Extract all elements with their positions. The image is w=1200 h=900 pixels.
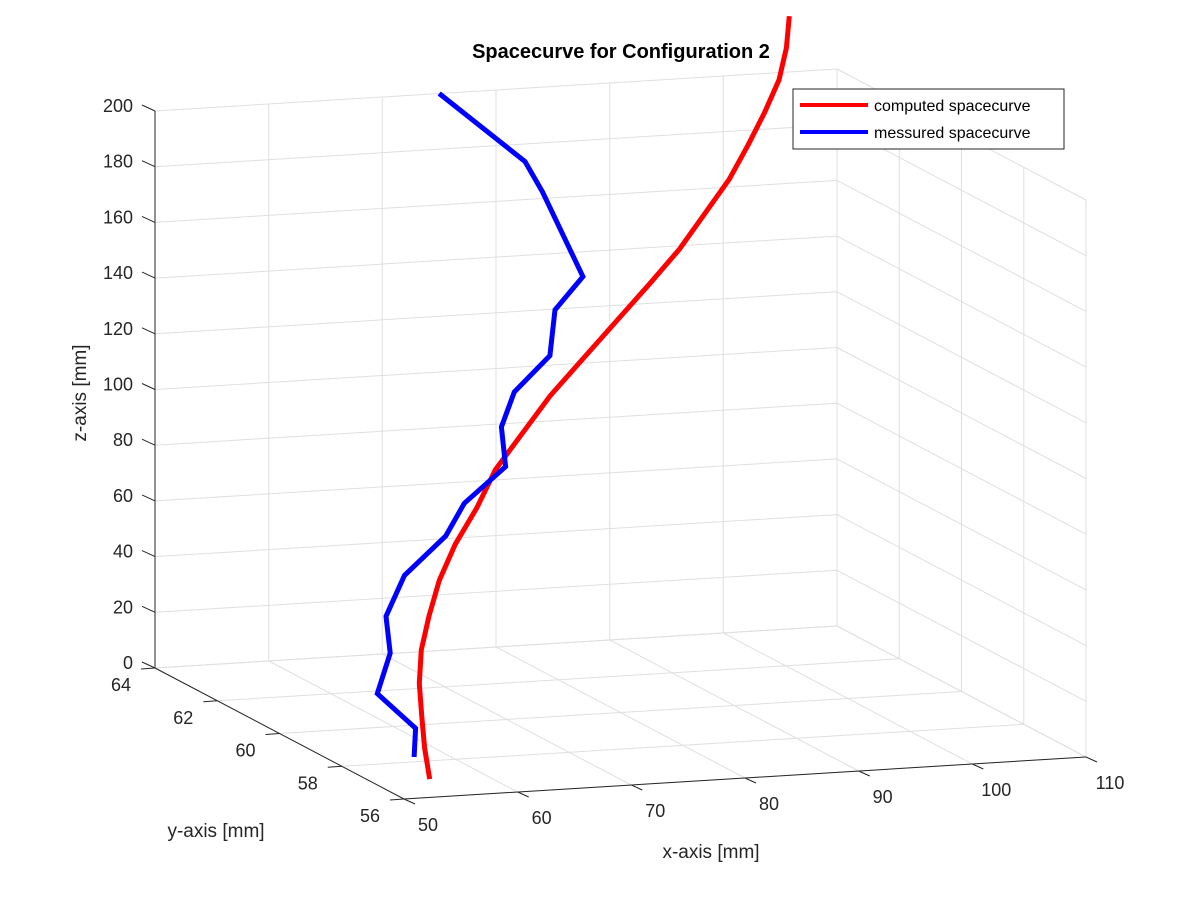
x-tick-mark (744, 777, 757, 784)
y-tick-mark (327, 765, 342, 768)
grid-line-z-side (836, 291, 1087, 424)
x-tick-mark (1085, 756, 1098, 763)
y-tick-mark (265, 733, 280, 735)
x-tick-label: 80 (759, 794, 779, 814)
y-tick-label: 62 (173, 708, 193, 728)
x-tick-mark (631, 784, 643, 791)
z-tick-label: 100 (103, 375, 133, 395)
grid-line-z-side (836, 347, 1087, 479)
legend-label-messured: messured spacecurve (874, 125, 1031, 142)
z-tick-label: 120 (103, 319, 133, 339)
y-tick-label: 60 (235, 741, 255, 761)
grid-line-z-side (836, 179, 1087, 312)
y-tick-label: 58 (298, 773, 318, 793)
legend-label-computed: computed spacecurve (874, 98, 1031, 115)
z-tick-label: 80 (113, 430, 133, 450)
legend-box (792, 88, 1065, 150)
x-tick-mark (972, 763, 984, 770)
grid-line-z-side (836, 402, 1087, 535)
data-series (374, 15, 792, 780)
z-tick-label: 180 (103, 152, 133, 172)
grid-line-y-floor (341, 723, 1024, 767)
y-tick-mark (140, 667, 156, 670)
z-tick-label: 140 (103, 263, 133, 283)
grid-line-z-back (154, 347, 838, 390)
x-tick-label: 70 (645, 801, 665, 821)
z-tick-mark (141, 104, 156, 112)
grid-line-z-back (154, 124, 838, 168)
grid-line-z-side (836, 514, 1087, 647)
grid-line-z-back (154, 625, 838, 669)
x-tick-label: 100 (981, 780, 1011, 800)
grid-line-z-side (836, 235, 1087, 368)
grid-line-y-floor (279, 691, 962, 734)
grid-line-y-floor (217, 658, 900, 702)
computed-spacecurve-line (416, 15, 792, 780)
z-tick-mark (141, 383, 156, 390)
axes (140, 104, 1098, 805)
z-tick-mark (141, 550, 156, 558)
grid-line-z-back (154, 235, 838, 279)
grid-line-z-back (154, 458, 838, 502)
grid-line-z-side (836, 569, 1087, 702)
z-tick-label: 60 (113, 486, 133, 506)
z-tick-label: 40 (113, 542, 133, 562)
x-tick-label: 50 (418, 815, 438, 835)
z-tick-mark (141, 661, 156, 669)
x-tick-label: 110 (1096, 773, 1125, 793)
x-tick-mark (517, 791, 529, 798)
chart-title: Spacecurve for Configuration 2 (472, 41, 770, 63)
z-tick-label: 20 (113, 597, 133, 617)
grid-line-z-back (154, 68, 838, 112)
legend: computed spacecurve messured spacecurve (792, 88, 1065, 150)
z-tick-mark (141, 160, 156, 168)
y-tick-label: 64 (111, 675, 131, 695)
x-tick-label: 60 (532, 808, 552, 828)
y-tick-mark (389, 798, 405, 801)
y-tick-label: 56 (360, 806, 380, 826)
z-tick-mark (141, 327, 156, 335)
z-tick-mark (141, 494, 156, 502)
grid-line-z-back (154, 514, 838, 558)
grid-line-z-side (836, 625, 1087, 758)
z-axis-label: z-axis [mm] (70, 344, 91, 441)
tick-labels: 50 60 70 80 90 100 110 56 58 60 62 640 20 40 60 80 100 12… (103, 96, 1124, 835)
x-tick-mark (403, 798, 416, 805)
messured-spacecurve-line (374, 91, 586, 758)
x-axis-label: x-axis [mm] (662, 842, 759, 863)
z-tick-mark (141, 271, 156, 279)
z-tick-mark (141, 605, 156, 613)
x-tick-label: 90 (873, 787, 893, 807)
z-tick-label: 200 (103, 96, 133, 116)
grid-line-z-back (154, 569, 838, 613)
grid-lines (154, 68, 1087, 800)
grid-line-z-side (836, 458, 1087, 591)
grid-line-z-back (154, 402, 838, 446)
y-tick-mark (203, 700, 218, 703)
grid-line-z-back (154, 291, 838, 335)
z-tick-mark (141, 215, 156, 223)
x-tick-mark (858, 770, 870, 777)
y-axis-label: y-axis [mm] (167, 821, 264, 842)
z-tick-label: 0 (123, 653, 133, 673)
z-tick-label: 160 (103, 207, 133, 227)
z-tick-mark (141, 438, 156, 446)
